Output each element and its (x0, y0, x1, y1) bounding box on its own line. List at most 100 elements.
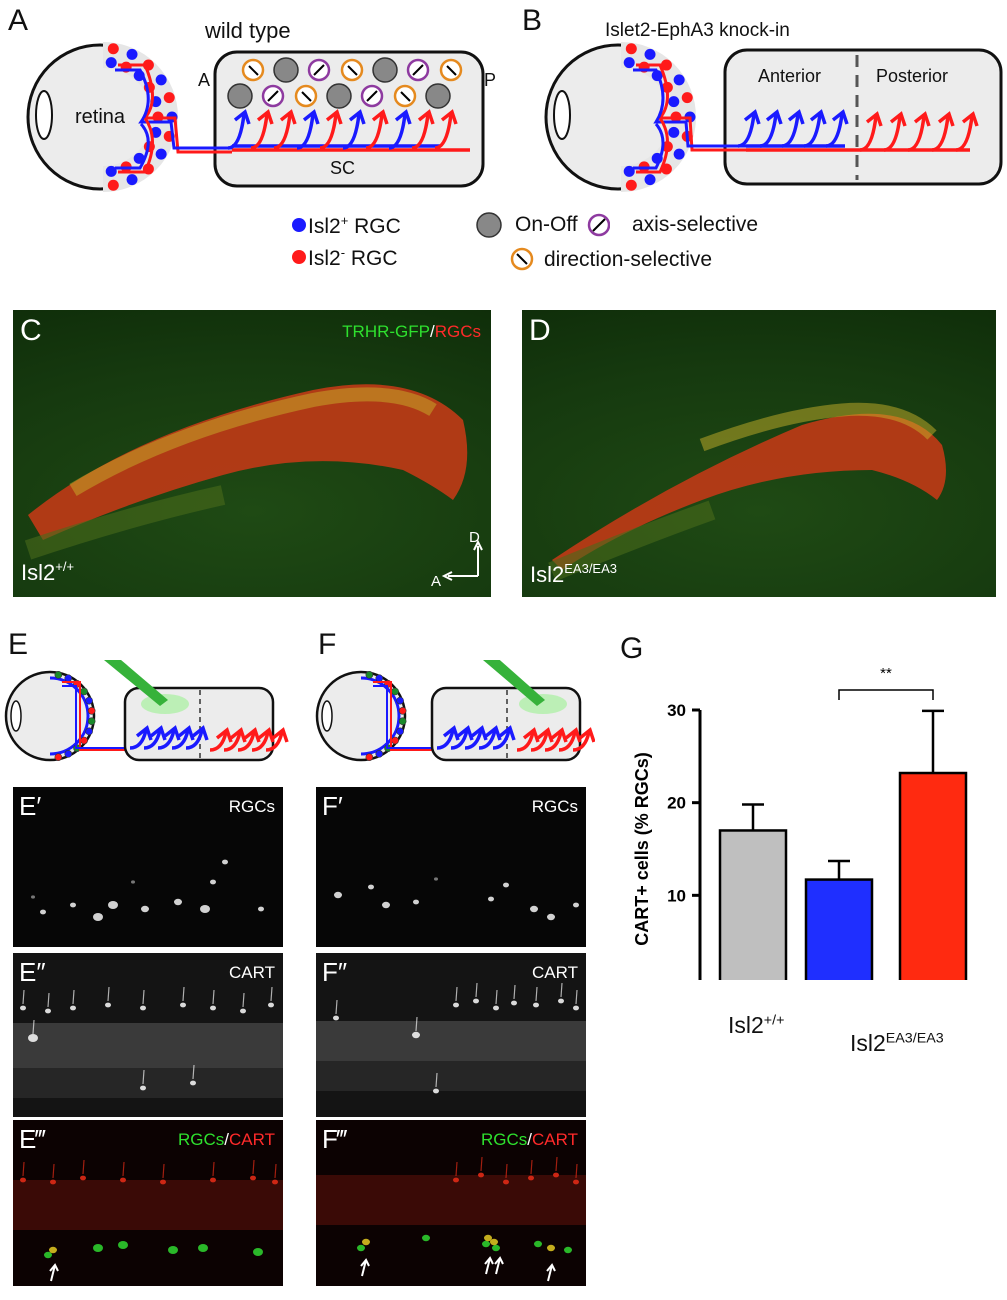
cell-soma (547, 913, 555, 921)
cell-soma (547, 1244, 555, 1252)
isl2-minus-axon-arrow (223, 731, 242, 752)
cell-soma (362, 1238, 370, 1246)
isl2-minus-axon-arrow (544, 731, 563, 752)
isl2-plus-rgc-dot (623, 165, 635, 177)
isl2-minus-axon-arrow (558, 731, 577, 752)
posterior-label: Posterior (876, 66, 949, 86)
isl2-plus-axon-arrow (227, 113, 246, 150)
panel-e1-letter: E′ (19, 791, 42, 821)
panel-d-genotype: Isl2EA3/EA3 (530, 561, 617, 587)
isl2-plus-axon-arrow (737, 113, 756, 148)
panel-b-diagram (544, 42, 1003, 192)
isl2-minus-rgc-dot (107, 43, 119, 55)
chart-wt-label: Isl2+/+ (728, 1012, 785, 1038)
posterior-short-label: P (484, 70, 497, 90)
cell-soma (131, 880, 135, 884)
panel-a-letter: A (8, 4, 29, 37)
cell-soma (210, 1177, 216, 1183)
panel-a-title: wild type (205, 18, 291, 43)
cell-soma (382, 901, 390, 909)
cell-soma (250, 1175, 256, 1181)
cell-soma (334, 891, 342, 899)
cell-soma (490, 1238, 498, 1246)
isl2-minus-axon-arrow (907, 115, 926, 152)
axis-dorsal-label: D (469, 529, 480, 546)
panel-d-micrograph: Isl2EA3/EA3 (522, 310, 996, 597)
y-tick-label: 30 (667, 701, 686, 720)
panel-e-schematic (4, 660, 289, 762)
cell-soma (434, 877, 438, 881)
rgc-dot (85, 727, 93, 736)
panel-e2-micrograph: E″ CART (13, 953, 283, 1117)
significance-bracket (838, 689, 934, 700)
pointer-arrow (495, 1257, 501, 1275)
cell-soma (533, 1002, 539, 1008)
cell-soma (433, 1088, 439, 1094)
isl2-minus-axon-arrow (516, 731, 535, 752)
panel-f1-micrograph: F′ RGCs (316, 787, 586, 947)
panel-e3-label: RGCs/CART (178, 1130, 275, 1149)
cell-soma (40, 909, 46, 915)
pointer-arrow (485, 1257, 491, 1275)
cell-soma (49, 1246, 57, 1254)
isl2-minus-rgc-dot (660, 59, 672, 71)
isl2-minus-rgc-dot (163, 92, 175, 104)
y-tick-label: 10 (667, 886, 686, 905)
cell-soma (45, 1008, 51, 1014)
rgc-dot (80, 687, 88, 696)
rgc-dot (391, 687, 399, 696)
rgc-dot (398, 717, 407, 726)
panel-c-genotype: Isl2+/+ (21, 559, 74, 585)
cell-soma (180, 1002, 186, 1008)
isl2-plus-rgc-dot (105, 57, 117, 69)
panel-e3-micrograph: E‴ RGCs/CART (13, 1120, 283, 1286)
cell-soma (413, 899, 419, 905)
bar-wt (718, 829, 788, 980)
cell-soma (258, 906, 264, 912)
isl2-minus-axon-arrow (411, 113, 430, 150)
isl2-plus-axon-arrow (803, 113, 822, 148)
isl2-plus-axon-arrow (185, 729, 204, 750)
isl2-minus-axon-arrow (530, 731, 549, 752)
isl2-plus-axon-arrow (478, 729, 497, 750)
retina-label: retina (75, 106, 126, 128)
cell-soma (333, 1015, 339, 1021)
cell-soma (93, 913, 103, 921)
cell-soma (70, 1005, 76, 1011)
cell-soma (453, 1002, 459, 1008)
isl2-minus-axon-arrow (319, 113, 338, 150)
cell-soma (272, 1179, 278, 1185)
isl2-plus-rgc-dot (126, 48, 138, 60)
legend-symbols (292, 212, 610, 271)
rgc-dot (375, 750, 384, 758)
cell-soma (530, 905, 538, 913)
cell-soma (553, 1172, 559, 1178)
cell-soma (190, 1080, 196, 1086)
isl2-plus-rgc-dot (155, 74, 167, 86)
isl2-plus-axon-arrow (825, 113, 844, 148)
rgc-dot (64, 750, 73, 758)
cell-soma (210, 879, 216, 885)
isl2-minus-axon-arrow (273, 113, 292, 150)
y-tick-label: 20 (667, 794, 686, 813)
isl2-minus-rgc-dot (107, 179, 119, 191)
cell-soma (120, 1177, 126, 1183)
isl2-minus-rgc-dot (681, 92, 693, 104)
panel-f3-micrograph: F‴ RGCs/CART (316, 1120, 586, 1286)
rgc-dot (365, 753, 374, 761)
legend-isl2-plus: Isl2+ RGC (308, 213, 401, 238)
chart-y-axis-label: CART+ cells (% RGCs) (632, 752, 652, 946)
panel-b-title: Islet2-EphA3 knock-in (605, 20, 790, 41)
isl2-plus-rgc-dot (105, 165, 117, 177)
sc-label: SC (330, 158, 356, 178)
isl2-minus-axon-arrow (931, 115, 950, 152)
onoff-cell (227, 83, 253, 109)
panel-f1-letter: F′ (322, 791, 343, 821)
isl2-plus-rgc-dot (644, 48, 656, 60)
bar-ant (804, 878, 874, 980)
cell-soma (240, 1008, 246, 1014)
isl2-plus-axon-arrow (464, 729, 483, 750)
isl2-plus-axon-arrow (436, 729, 455, 750)
cell-soma (253, 1248, 263, 1256)
panel-d-letter: D (529, 314, 551, 347)
